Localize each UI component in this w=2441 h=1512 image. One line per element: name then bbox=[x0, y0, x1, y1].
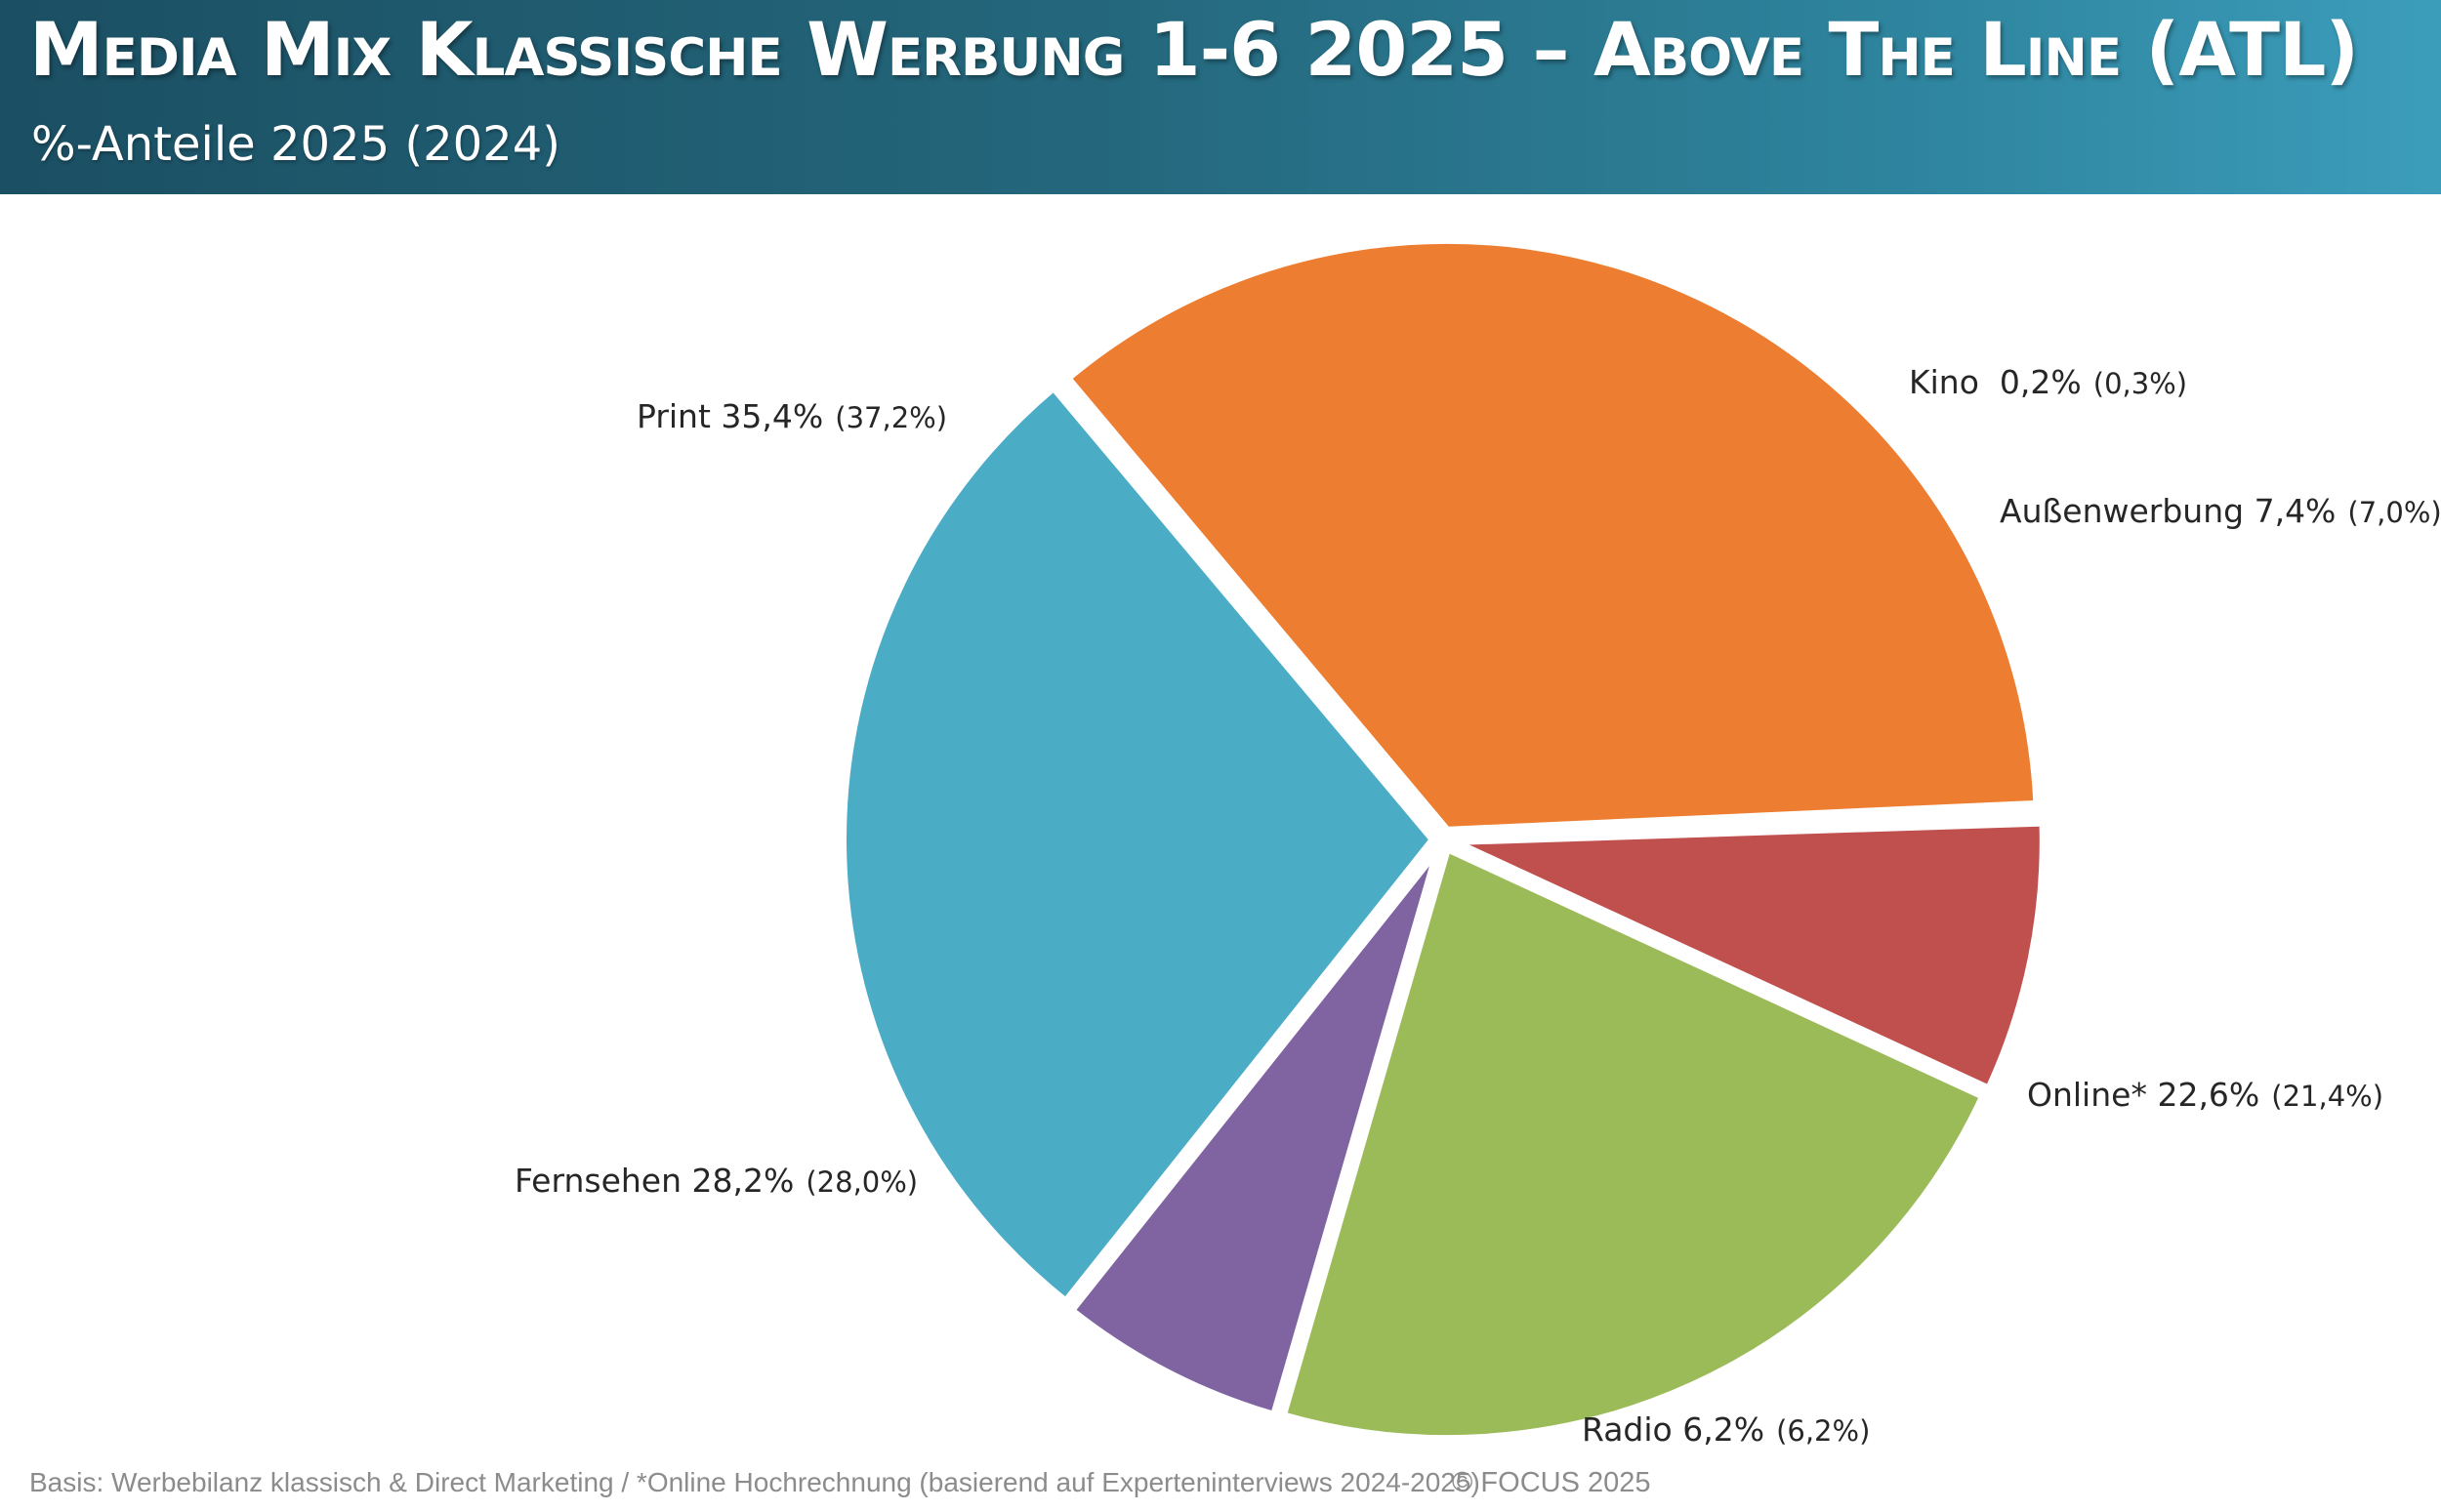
footer-note: Basis: Werbebilanz klassisch & Direct Ma… bbox=[29, 1467, 1480, 1497]
chart-title: Media Mix Klassische Werbung 1-6 2025 – … bbox=[29, 6, 2359, 93]
copyright: © FOCUS 2025 bbox=[1452, 1467, 1651, 1498]
slice-label-radio: Radio 6,2% (6,2%) bbox=[1582, 1410, 1871, 1449]
slice-label-kino: Kino 0,2% (0,3%) bbox=[1909, 363, 2188, 401]
pie-slice-aussenwerbung bbox=[1448, 818, 2048, 1093]
pie-slice-print bbox=[1063, 235, 2042, 835]
header-banner: Media Mix Klassische Werbung 1-6 2025 – … bbox=[0, 0, 2441, 194]
slice-label-print: Print 35,4% (37,2%) bbox=[637, 397, 948, 435]
slice-label-fernsehen: Fernsehen 28,2% (28,0%) bbox=[515, 1162, 919, 1200]
pie-slice-radio bbox=[1066, 843, 1443, 1419]
pie-slice-fernsehen bbox=[839, 383, 1437, 1306]
slice-label-online: Online* 22,6% (21,4%) bbox=[2027, 1076, 2384, 1114]
pie-slice-online bbox=[1278, 844, 1988, 1444]
slice-label-aussenwerbung: Außenwerbung 7,4% (7,0%) bbox=[2000, 492, 2441, 530]
chart-subtitle: %-Anteile 2025 (2024) bbox=[31, 117, 560, 172]
